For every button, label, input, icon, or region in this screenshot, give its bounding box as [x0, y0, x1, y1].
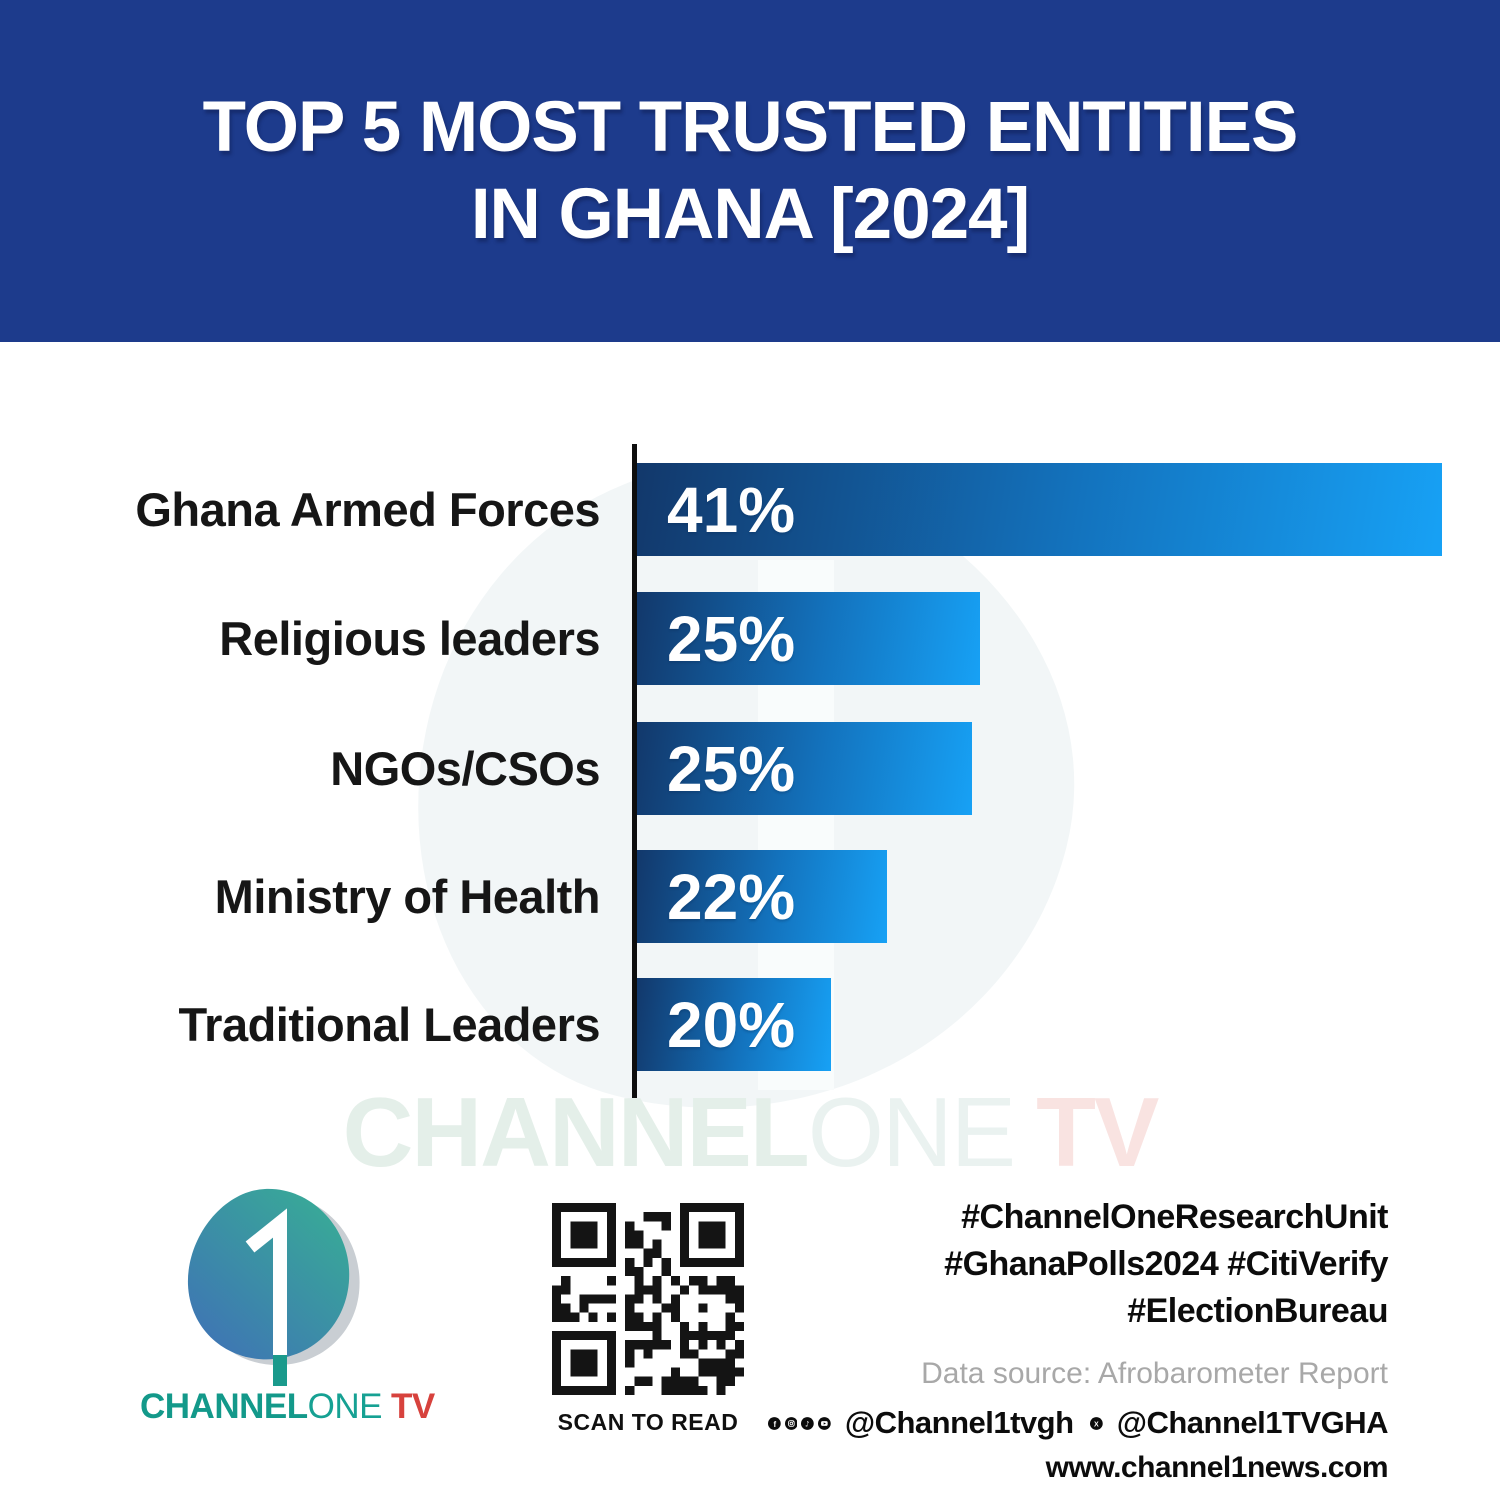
hashtag-line-3: #ElectionBureau [1127, 1292, 1388, 1330]
x-icon: X [1090, 1416, 1103, 1430]
facebook-icon: f [767, 1416, 781, 1430]
bar-category-label: Traditional Leaders [178, 998, 601, 1051]
bar: 25% [637, 722, 972, 815]
page-title: TOP 5 MOST TRUSTED ENTITIES IN GHANA [202… [202, 84, 1299, 258]
bar-value-label: 25% [667, 602, 796, 675]
hashtag-line-2: #GhanaPolls2024 #CitiVerify [944, 1245, 1388, 1283]
handle-main: @Channel1tvgh [844, 1405, 1074, 1440]
watermark-channel: CHANNEL [342, 1077, 810, 1187]
watermark-one: ONE [807, 1077, 1016, 1187]
bar-category-label: Religious leaders [219, 612, 600, 665]
svg-text:f: f [773, 1420, 776, 1429]
channel-one-wordmark: CHANNELONE TV [140, 1387, 440, 1427]
hashtag-line-1: #ChannelOneResearchUnit [961, 1198, 1388, 1236]
social-row: f ♪ @Channel1tvgh X @ [767, 1405, 1389, 1441]
bar: 20% [637, 978, 831, 1071]
instagram-icon [784, 1416, 798, 1430]
footer-right-block: #ChannelOneResearchUnit #GhanaPolls2024 … [767, 1194, 1389, 1485]
bar-category-label: Ministry of Health [214, 870, 601, 923]
youtube-icon [818, 1416, 831, 1430]
wordmark-channel: CHANNEL [140, 1387, 308, 1426]
qr-code [552, 1203, 744, 1395]
channelone-tv-watermark: CHANNELONE TV [0, 1082, 1500, 1182]
title-line-2: IN GHANA [2024] [470, 175, 1030, 254]
bar-value-label: 22% [667, 860, 796, 933]
bar-value-label: 41% [667, 473, 796, 546]
bar: 41% [637, 463, 1442, 556]
watermark-tv: TV [1036, 1077, 1159, 1187]
data-source-note: Data source: Afrobarometer Report [921, 1357, 1388, 1390]
title-line-1: TOP 5 MOST TRUSTED ENTITIES [202, 88, 1299, 167]
bar-category-label: NGOs/CSOs [330, 742, 600, 795]
bar-category-label: Ghana Armed Forces [135, 483, 600, 536]
bar-value-label: 25% [667, 732, 796, 805]
svg-text:♪: ♪ [805, 1419, 810, 1428]
logo-teal-pebble [187, 1188, 350, 1360]
logo-number-one [245, 1208, 287, 1386]
handle-x: @Channel1TVGHA [1116, 1405, 1389, 1440]
channel-one-logo [187, 1188, 360, 1386]
wordmark-tv: TV [390, 1387, 435, 1426]
chart-axis-line [632, 444, 637, 1098]
tiktok-icon: ♪ [801, 1416, 815, 1430]
bar: 22% [637, 850, 887, 943]
wordmark-one: ONE [307, 1387, 383, 1426]
watermark-stem-tip [694, 1098, 706, 1124]
svg-text:X: X [1094, 1421, 1099, 1428]
bar: 25% [637, 592, 980, 685]
header-band: TOP 5 MOST TRUSTED ENTITIES IN GHANA [202… [0, 0, 1500, 342]
bar-value-label: 20% [667, 988, 796, 1061]
website-url: www.channel1news.com [1045, 1451, 1389, 1484]
qr-caption: SCAN TO READ [557, 1409, 739, 1435]
